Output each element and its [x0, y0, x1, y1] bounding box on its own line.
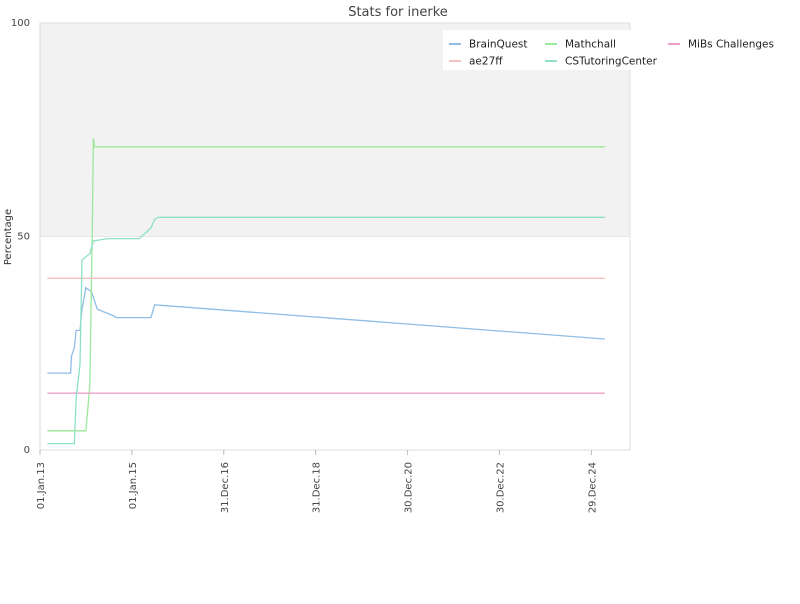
legend-item-label[interactable]: CSTutoringCenter: [565, 56, 658, 68]
y-tick-label: 100: [11, 18, 30, 29]
x-tick-label: 29.Dec.24: [587, 462, 598, 513]
x-tick-label: 01.Jan.13: [36, 462, 47, 509]
x-tick-label: 01.Jan.15: [128, 462, 139, 509]
x-tick-label: 31.Dec.18: [312, 462, 323, 513]
y-axis-label: Percentage: [3, 209, 14, 265]
legend-item-label[interactable]: ae27ff: [469, 56, 503, 68]
legend-box: [443, 30, 783, 70]
y-tick-label: 0: [24, 445, 30, 456]
chart-title: Stats for inerke: [348, 5, 448, 20]
series-line-brainquest: [47, 286, 605, 374]
series-line-cstutoringcenter: [47, 216, 605, 445]
legend[interactable]: BrainQuest Mathchall MiBs Challenges ae27ff…: [443, 30, 783, 70]
x-axis-ticks: 01.Jan.13 01.Jan.15 31.Dec.16 31.Dec.18 30.D…: [36, 450, 598, 513]
x-tick-label: 30.Dec.20: [404, 462, 415, 513]
x-tick-label: 31.Dec.16: [220, 462, 231, 513]
series-line-mathchall: [47, 138, 605, 432]
series-lines: [47, 138, 605, 445]
legend-item-label[interactable]: BrainQuest: [469, 39, 528, 51]
x-tick-label: 30.Dec.22: [495, 462, 506, 513]
y-tick-label: 50: [17, 232, 30, 243]
legend-item-label[interactable]: Mathchall: [565, 39, 616, 51]
legend-item-label[interactable]: MiBs Challenges: [688, 39, 774, 51]
y-axis-ticks: 0 50 100: [11, 18, 630, 456]
